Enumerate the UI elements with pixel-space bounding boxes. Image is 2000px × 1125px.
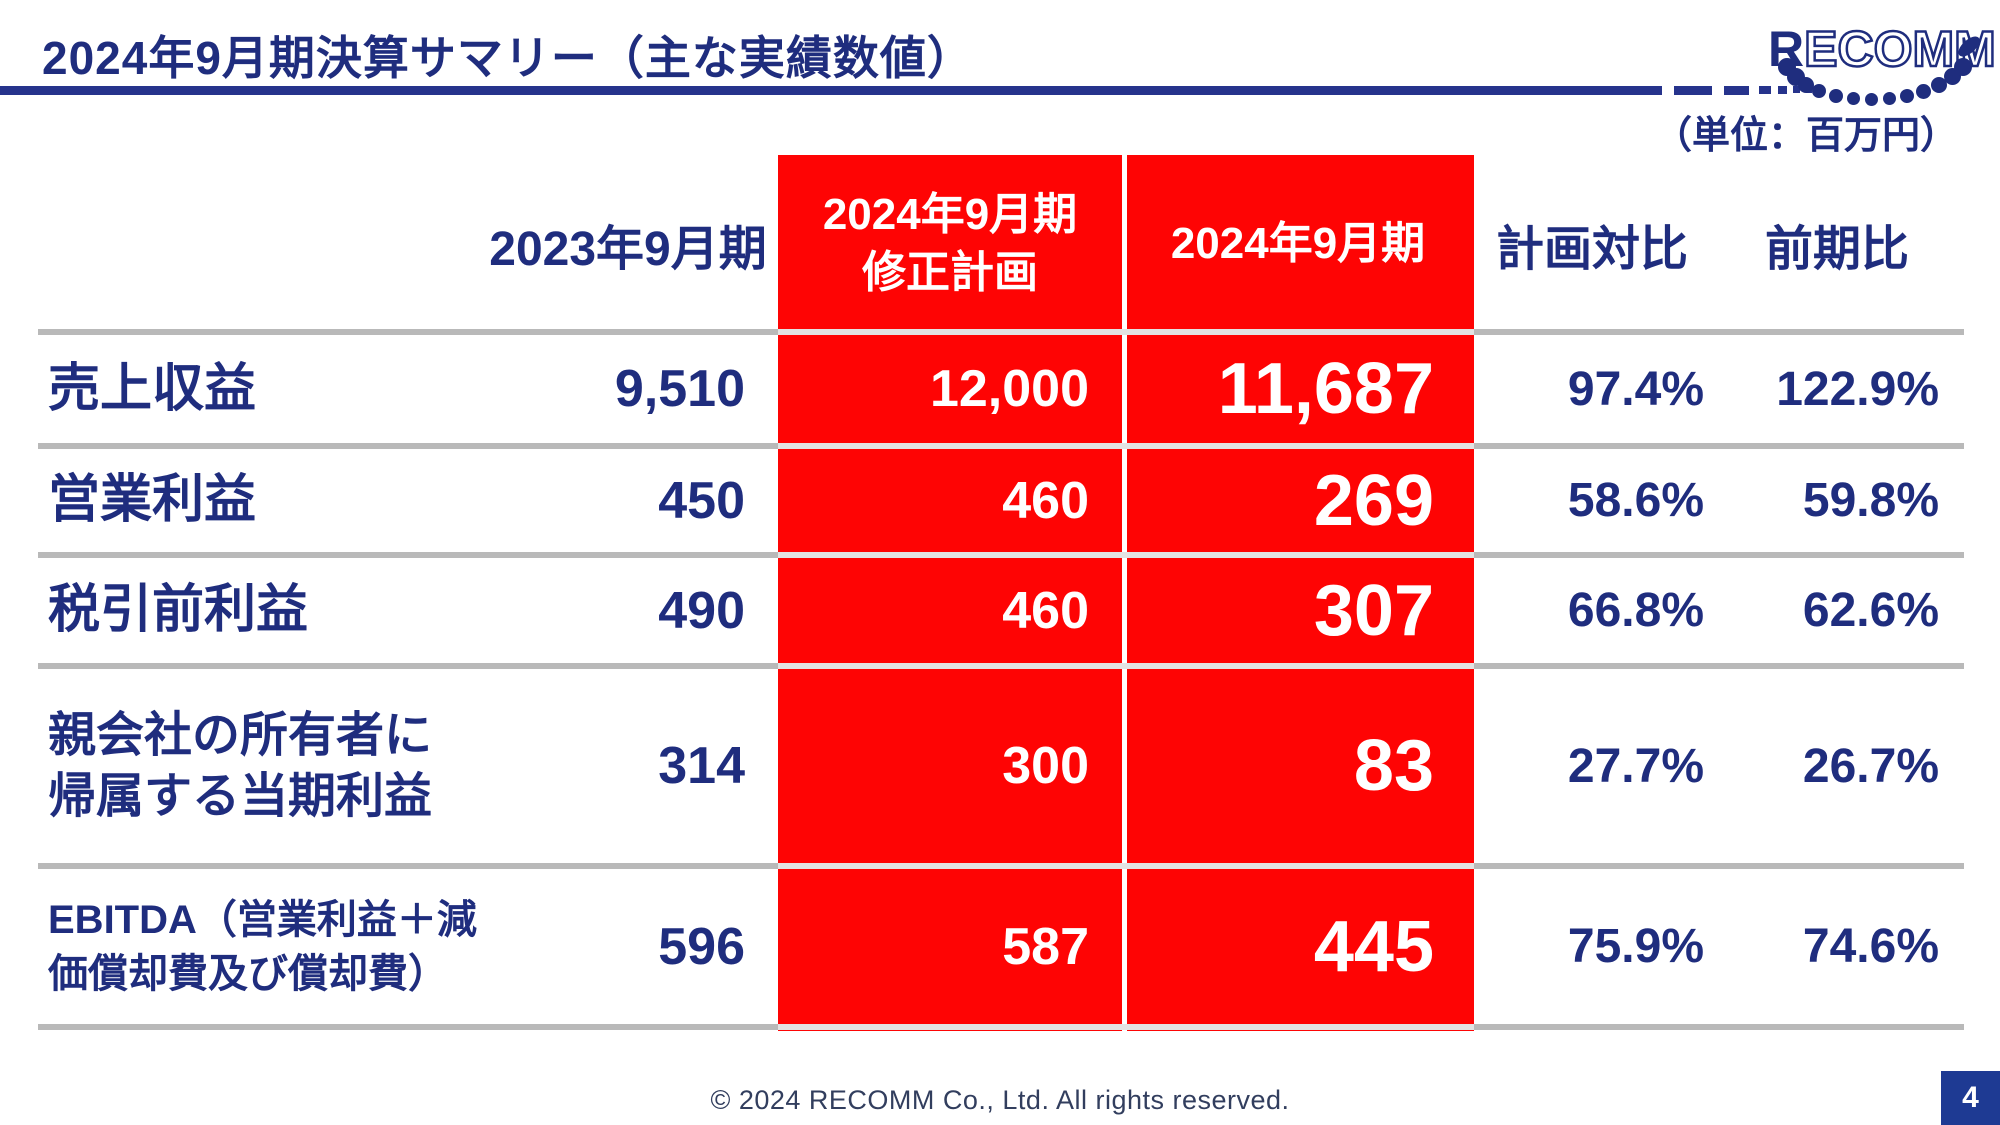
row-value-vs-plan: 75.9%: [1567, 920, 1704, 973]
page-number: 4: [1962, 1081, 1979, 1114]
header-cell-plan: 2024年9月期 修正計画: [778, 155, 1122, 332]
row-value-actual: 307: [1313, 570, 1434, 651]
results-table: 2023年9月期 2024年9月期 修正計画 2024年9月期 計画対比 前期比 …: [38, 155, 1964, 1033]
header-cell-empty: [38, 155, 478, 332]
header-plan-line2: 修正計画: [861, 247, 1038, 297]
table-grid: 2023年9月期 2024年9月期 修正計画 2024年9月期 計画対比 前期比 …: [38, 155, 1964, 1033]
header-cell-yoy: 前期比: [1764, 222, 1909, 276]
row-value-actual: 269: [1313, 460, 1434, 541]
row-value-plan: 300: [1002, 737, 1089, 795]
row-value-yoy: 59.8%: [1802, 474, 1939, 527]
row-value-yoy: 62.6%: [1802, 584, 1939, 637]
title-underline: [0, 86, 1662, 95]
unit-note: （単位：百万円）: [1653, 115, 1958, 157]
red-column-divider: [1122, 155, 1127, 1031]
row-value-vs-plan: 66.8%: [1567, 584, 1704, 637]
row-value-actual: 83: [1353, 726, 1434, 806]
header-plan-line1: 2024年9月期: [822, 190, 1078, 240]
recomm-logo: RECOMM: [1752, 16, 1997, 108]
row-value-vs-plan: 97.4%: [1567, 362, 1704, 416]
row-label: 売上収益: [48, 359, 257, 418]
row-value-actual: 445: [1313, 906, 1434, 987]
row-value-fy2023: 596: [658, 917, 745, 976]
copyright-text: © 2024 RECOMM Co., Ltd. All rights reser…: [710, 1085, 1290, 1115]
row-value-vs-plan: 58.6%: [1567, 474, 1704, 527]
header-cell-fy2023: 2023年9月期: [489, 222, 767, 276]
row-value-actual: 11,687: [1217, 349, 1434, 429]
row-value-plan: 12,000: [929, 360, 1089, 418]
page-title: 2024年9月期決算サマリー（主な実績数値）: [42, 32, 974, 84]
row-value-fy2023: 314: [658, 737, 745, 795]
row-value-yoy: 74.6%: [1802, 920, 1939, 973]
row-value-fy2023: 450: [658, 471, 745, 530]
row-label: EBITDA（営業利益＋減価償却費及び償却費）: [48, 897, 477, 996]
row-label: 親会社の所有者に帰属する当期利益: [48, 708, 433, 823]
header-cell-actual: 2024年9月期: [1170, 218, 1426, 268]
row-value-fy2023: 490: [658, 581, 745, 640]
row-label: 税引前利益: [48, 581, 309, 640]
header-cell-vs-plan: 計画対比: [1495, 222, 1688, 276]
row-value-plan: 460: [1002, 471, 1089, 530]
row-value-plan: 587: [1002, 917, 1089, 976]
row-value-plan: 460: [1002, 581, 1089, 640]
row-value-yoy: 26.7%: [1802, 739, 1939, 793]
row-value-vs-plan: 27.7%: [1567, 739, 1704, 793]
page-number-badge: 4: [1941, 1071, 2000, 1125]
row-label: 営業利益: [48, 471, 257, 530]
row-value-yoy: 122.9%: [1776, 362, 1939, 416]
row-value-fy2023: 9,510: [614, 360, 745, 418]
